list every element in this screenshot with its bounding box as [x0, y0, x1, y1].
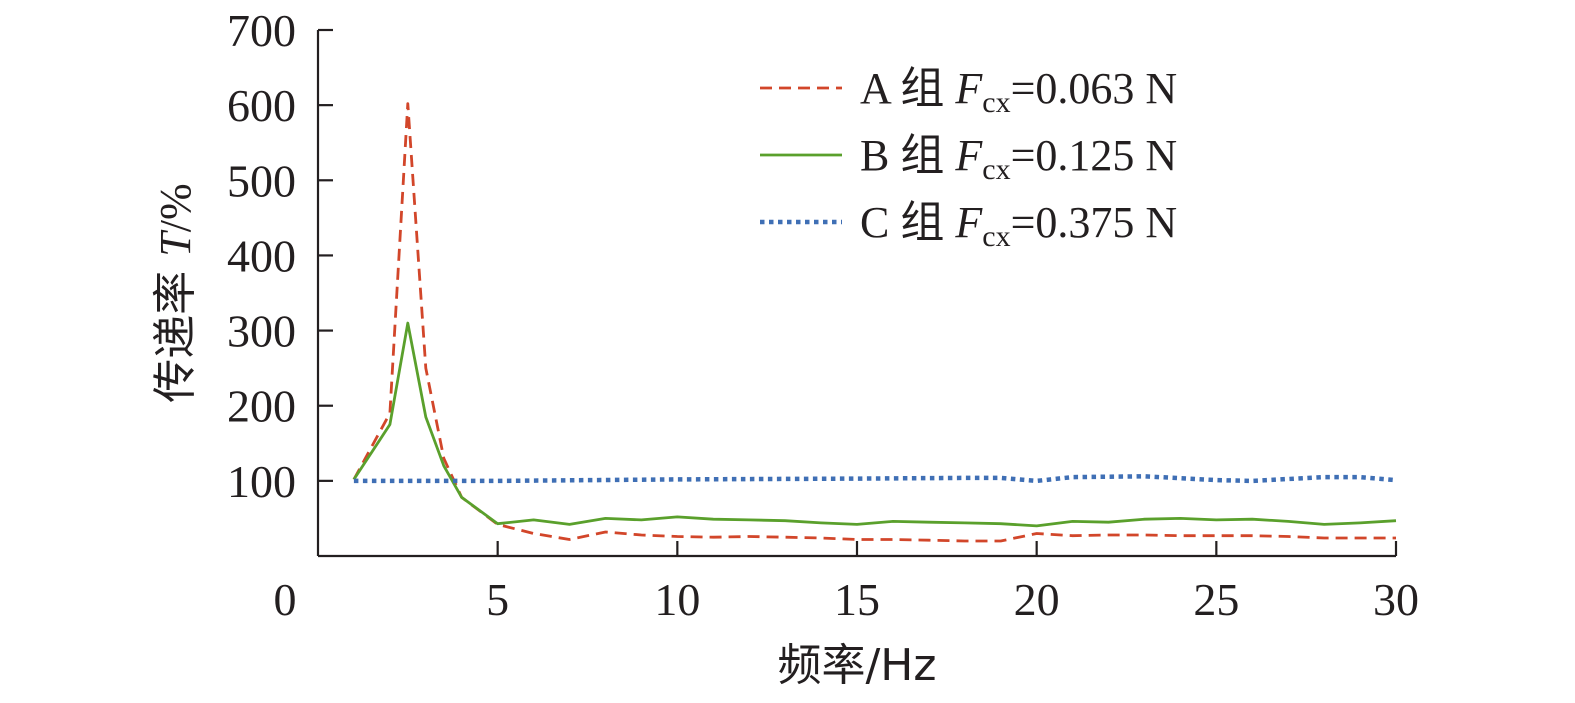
y-tick-label: 500 [227, 155, 296, 206]
series-line-a [352, 102, 1396, 543]
legend: A 组 Fcx=0.063 NB 组 Fcx=0.125 NC 组 Fcx=0.… [760, 64, 1177, 253]
legend-label-value: =0.125 N [1011, 131, 1178, 180]
legend-label-group: C 组 [860, 198, 955, 247]
legend-label: C 组 Fcx=0.375 N [860, 198, 1177, 253]
legend-label-var: F [954, 64, 983, 113]
y-origin-tick-label: 0 [274, 574, 297, 625]
series-line-b [352, 321, 1397, 528]
legend-label-sub: cx [982, 86, 1010, 119]
series-line-c [353, 474, 1397, 484]
x-tick-label: 5 [486, 574, 509, 625]
legend-label: B 组 Fcx=0.125 N [860, 131, 1177, 186]
y-axis-title-unit: /% [151, 183, 200, 232]
series-layer [352, 102, 1397, 543]
legend-label-var: F [954, 131, 983, 180]
legend-label-sub: cx [982, 153, 1010, 186]
legend-label-sub: cx [982, 220, 1010, 253]
y-axis-title-variable: T [151, 229, 200, 257]
legend-label-value: =0.375 N [1011, 198, 1178, 247]
x-tick-label: 10 [654, 574, 700, 625]
legend-label: A 组 Fcx=0.063 N [860, 64, 1177, 119]
y-axis-title-prefix: 传递率 [150, 257, 201, 403]
y-ticks: 100 200 300 400 500 600 700 [227, 5, 333, 507]
x-ticks: 5 10 15 20 25 30 [486, 541, 1419, 625]
y-tick-label: 400 [227, 230, 296, 281]
y-tick-label: 100 [227, 456, 296, 507]
legend-label-value: =0.063 N [1011, 64, 1178, 113]
x-tick-label: 25 [1193, 574, 1239, 625]
y-tick-label: 600 [227, 80, 296, 131]
y-tick-label: 200 [227, 381, 296, 432]
x-tick-label: 30 [1373, 574, 1419, 625]
x-axis-title: 频率/Hz [777, 640, 936, 691]
y-tick-label: 300 [227, 306, 296, 357]
x-tick-label: 20 [1014, 574, 1060, 625]
legend-label-group: A 组 [860, 64, 955, 113]
x-tick-label: 15 [834, 574, 880, 625]
legend-label-var: F [954, 198, 983, 247]
y-tick-label: 700 [227, 5, 296, 56]
axes [316, 30, 1396, 558]
legend-label-group: B 组 [860, 131, 955, 180]
y-axis-title: 传递率 T/% [150, 183, 201, 402]
